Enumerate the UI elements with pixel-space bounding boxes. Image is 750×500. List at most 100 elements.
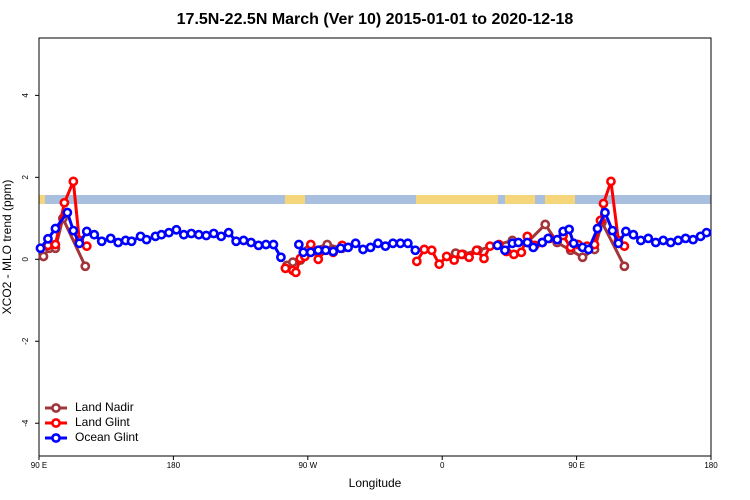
data-point	[253, 240, 264, 251]
data-point	[583, 244, 594, 255]
legend-marker	[51, 418, 61, 428]
data-point	[231, 236, 242, 247]
legend-label: Land Nadir	[75, 400, 134, 414]
data-point	[402, 238, 413, 249]
data-point	[619, 261, 630, 272]
data-point	[464, 252, 474, 263]
data-point	[43, 233, 53, 244]
data-point	[290, 267, 301, 278]
data-point	[350, 238, 361, 249]
y-tick-label: 2	[21, 175, 30, 180]
data-point	[665, 237, 676, 248]
data-point	[178, 229, 189, 240]
data-point	[441, 251, 452, 262]
data-point	[358, 244, 368, 255]
data-point	[156, 229, 167, 240]
data-point	[598, 198, 609, 209]
x-tick-label: 90 W	[298, 461, 317, 470]
data-point	[113, 237, 124, 248]
data-point	[607, 225, 618, 236]
data-point	[388, 238, 398, 249]
data-point	[313, 245, 324, 256]
data-point	[613, 238, 624, 249]
data-point	[320, 245, 331, 256]
data-point	[287, 257, 298, 268]
data-point	[268, 239, 279, 250]
data-point	[643, 233, 654, 244]
data-point	[395, 238, 406, 249]
y-tick-label: 4	[21, 93, 30, 98]
data-point	[246, 237, 256, 248]
data-point	[223, 227, 234, 238]
data-point	[68, 176, 79, 187]
land-band	[545, 195, 575, 204]
data-point	[126, 236, 137, 247]
data-point	[305, 247, 316, 258]
data-point	[96, 236, 107, 247]
data-point	[50, 239, 61, 250]
data-point	[365, 242, 376, 253]
legend-marker	[51, 403, 61, 413]
data-point	[201, 230, 212, 241]
land-band	[39, 195, 45, 204]
data-point	[89, 229, 100, 240]
data-point	[492, 240, 503, 251]
data-point	[313, 254, 324, 265]
data-point	[373, 238, 383, 249]
data-point	[673, 235, 684, 246]
data-point	[434, 259, 445, 270]
data-point	[193, 229, 204, 240]
x-tick-label: 0	[440, 461, 445, 470]
data-point	[419, 244, 430, 255]
data-point	[620, 226, 631, 237]
data-point	[688, 234, 698, 245]
data-point	[81, 226, 92, 237]
data-point	[238, 235, 249, 246]
data-point	[171, 224, 182, 235]
legend-marker	[51, 433, 61, 443]
data-point	[59, 197, 70, 208]
y-tick-label: -4	[21, 419, 30, 427]
data-point	[513, 237, 524, 248]
data-point	[164, 227, 174, 238]
data-point	[456, 249, 467, 260]
data-point	[543, 233, 554, 244]
data-point	[516, 247, 527, 258]
legend-label: Ocean Glint	[75, 430, 139, 444]
data-point	[280, 263, 291, 274]
x-tick-label: 90 E	[568, 461, 584, 470]
data-point	[38, 251, 49, 262]
data-point	[485, 241, 495, 252]
ocean-band	[39, 195, 711, 204]
data-point	[701, 227, 712, 238]
data-point	[81, 241, 92, 252]
data-point	[261, 239, 271, 250]
data-point	[50, 223, 61, 234]
data-point	[479, 253, 489, 264]
land-mask-band	[39, 195, 711, 204]
data-point	[208, 228, 219, 239]
x-tick-label: 180	[704, 461, 718, 470]
data-point	[568, 238, 579, 249]
data-point	[606, 176, 616, 187]
chart-title: 17.5N-22.5N March (Ver 10) 2015-01-01 to…	[177, 11, 574, 28]
data-point	[305, 239, 316, 250]
data-point	[328, 246, 339, 257]
data-point	[564, 224, 575, 235]
data-point	[426, 245, 437, 256]
data-point	[508, 249, 519, 260]
data-point	[552, 234, 563, 245]
data-point	[298, 247, 309, 258]
data-point	[343, 242, 354, 253]
y-axis-label: XCO2 - MLO trend (ppm)	[0, 180, 14, 315]
y-tick-label: 0	[21, 257, 30, 262]
x-axis-label: Longitude	[349, 476, 402, 490]
data-point	[528, 242, 539, 253]
data-point	[276, 252, 286, 263]
data-point	[577, 252, 588, 263]
data-point	[500, 245, 510, 256]
data-point	[216, 231, 227, 242]
data-point	[680, 233, 691, 244]
data-point	[35, 243, 46, 254]
